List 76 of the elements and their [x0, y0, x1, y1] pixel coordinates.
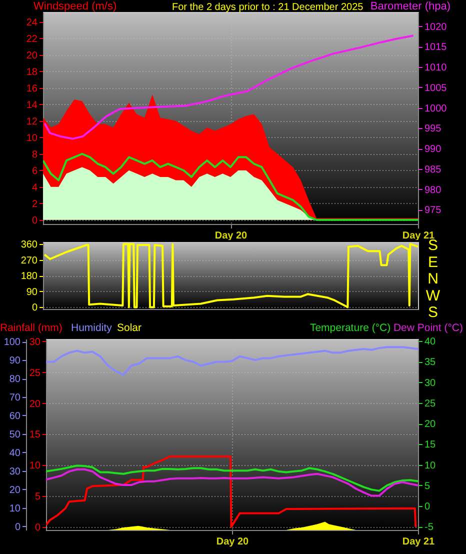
y3-tick-label: 30	[9, 466, 21, 478]
line-series	[43, 152, 418, 221]
y3-tick-label: 70	[9, 392, 21, 404]
y-tick-label: 12	[26, 116, 38, 128]
text: Temperature (°C)	[310, 322, 391, 334]
line-series	[46, 468, 418, 497]
chart-title: For the 2 days prior to : 21 December 2025	[172, 2, 364, 13]
y-tick-label: 24	[26, 17, 38, 28]
text: Rainfall (mm)	[0, 322, 62, 334]
y-tick-label: 5	[34, 492, 41, 503]
x-tick-label: Day 21	[402, 536, 436, 548]
y-tick-label: 18	[26, 66, 38, 78]
y-tick-label: 10	[26, 132, 38, 144]
y-tick-label: 22	[26, 34, 38, 45]
y3-tick-label: 40	[9, 448, 21, 459]
text: E	[428, 254, 438, 271]
text: Dew Point (°C)	[393, 322, 463, 334]
y2-tick-label: 20	[424, 419, 436, 430]
y-tick-label: 10	[29, 460, 41, 472]
y2-tick-label: 1000	[424, 103, 448, 114]
text: S	[428, 304, 438, 321]
y3-tick-label: 100	[4, 337, 21, 348]
y2-tick-label: 10	[424, 460, 436, 472]
y-tick-label: 16	[26, 83, 38, 94]
y2-tick-label: 30	[424, 378, 436, 389]
y2-tick-label: 985	[424, 164, 442, 176]
y3-tick-label: 60	[9, 410, 21, 422]
text: N	[428, 270, 438, 288]
y2-tick-label: 1005	[424, 82, 448, 94]
y-tick-label: 0	[32, 302, 38, 314]
y-tick-label: 270	[20, 255, 38, 266]
y3-tick-label: 50	[9, 429, 21, 440]
y2-axis-title: Barometer (hpa)	[370, 0, 450, 12]
y2-tick-label: 975	[424, 205, 442, 216]
y2-tick-label: 1020	[424, 22, 448, 33]
y-tick-label: 8	[32, 149, 38, 160]
y-tick-label: 0	[34, 522, 41, 534]
y-tick-label: 2	[32, 198, 38, 210]
line-series	[44, 34, 414, 140]
y-tick-label: 20	[26, 50, 38, 62]
y2-tick-label: 40	[424, 336, 436, 348]
y-tick-label: 15	[29, 430, 41, 441]
y2-tick-label: 995	[424, 124, 442, 135]
y2-tick-label: -5	[424, 522, 434, 534]
line-series	[46, 464, 418, 492]
y2-tick-label: 0	[424, 502, 430, 513]
y-tick-label: 0	[32, 215, 38, 226]
y2-tick-label: 5	[424, 480, 430, 492]
line-series	[46, 346, 418, 376]
text: W	[426, 287, 441, 304]
y2-tick-label: 15	[424, 440, 436, 451]
y-tick-label: 20	[29, 398, 41, 410]
line-series	[44, 243, 418, 308]
y-tick-label: 25	[29, 368, 41, 379]
y2-tick-label: 25	[424, 398, 436, 410]
y-tick-label: 90	[26, 286, 38, 298]
y-tick-label: 6	[32, 166, 38, 177]
y-tick-label: 14	[26, 100, 38, 111]
x-tick-label: Day 20	[216, 536, 250, 548]
series-label: Humidity	[71, 322, 113, 334]
y2-tick-label: 1010	[424, 62, 448, 74]
y3-tick-label: 80	[9, 374, 21, 386]
y3-tick-label: 10	[9, 503, 21, 514]
y2-tick-label: 980	[424, 184, 442, 196]
y-axis-title: Windspeed (m/s)	[34, 0, 117, 12]
y3-tick-label: 20	[9, 484, 21, 496]
y-tick-label: 360	[20, 240, 38, 251]
y2-tick-label: 990	[424, 144, 442, 156]
y2-tick-label: 35	[424, 357, 436, 368]
y-tick-label: 30	[29, 336, 41, 348]
text: S	[428, 237, 438, 254]
y-tick-label: 4	[32, 182, 38, 194]
y3-tick-label: 90	[9, 356, 21, 367]
text: Solar	[117, 322, 142, 334]
y2-tick-label: 1015	[424, 42, 448, 54]
y-tick-label: 180	[20, 271, 38, 282]
